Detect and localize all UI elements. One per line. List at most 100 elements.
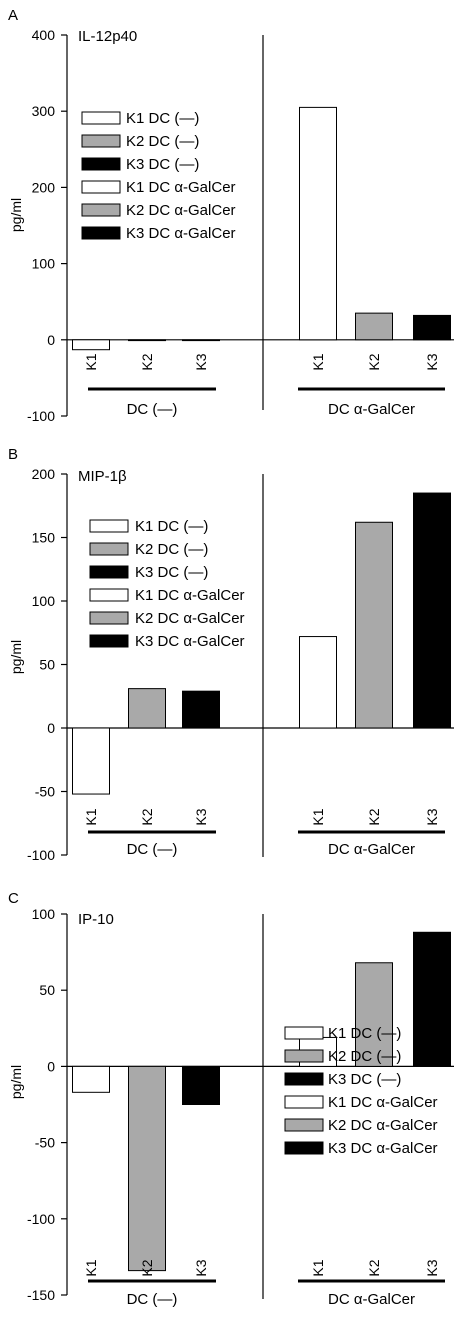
y-axis-label: pg/ml [8,198,24,232]
bar-k3 [182,690,220,729]
legend-entry: K1 DC (—) [135,518,208,535]
bar-k2 [355,312,393,341]
bar-k2 [128,688,166,729]
group-label: DC α-GalCer [328,841,415,858]
category-label: K3 [424,808,440,825]
legend-entry: K3 DC (—) [328,1071,401,1088]
y-tick-label: 100 [32,906,56,922]
legend-swatch [89,565,129,579]
legend-swatch [89,634,129,648]
category-label: K1 [310,353,326,370]
legend-swatch [284,1072,324,1086]
legend: K1 DC (—) K2 DC (—) K3 DC (—) K1 DC α-GalCe… [284,1025,438,1157]
bar-k1 [72,1065,110,1093]
category-label: K3 [193,1259,209,1276]
category-label: K2 [139,808,155,825]
y-tick-label: 0 [47,1058,55,1074]
legend-swatch [81,180,121,194]
legend-entry: K1 DC α-GalCer [135,587,245,604]
bar-k3 [413,492,451,729]
legend-entry: K2 DC α-GalCer [135,610,245,627]
category-label: K1 [83,808,99,825]
group-label: DC (—) [127,841,178,858]
category-label: K2 [139,353,155,370]
y-tick-label: -100 [27,847,55,863]
y-tick-label: 100 [32,256,56,272]
legend-swatch [284,1026,324,1040]
y-tick-label: 150 [32,530,56,546]
legend-entry: K2 DC α-GalCer [328,1117,438,1134]
bar-k3 [182,1065,220,1106]
legend-entry: K1 DC (—) [126,110,199,127]
category-label: K2 [139,1259,155,1276]
y-tick-label: 50 [39,982,55,998]
chart-panel-c: C IP-10 -150 -100 -50 0 50 100 pg/ml K1 K2 K3 DC (—)… [8,890,454,1308]
category-label: K1 [310,1259,326,1276]
legend-entry: K1 DC α-GalCer [328,1094,438,1111]
category-label: K2 [366,353,382,370]
legend-entry: K3 DC (—) [135,564,208,581]
panel-letter: B [8,446,18,463]
legend-swatch [284,1141,324,1155]
group-label: DC α-GalCer [328,401,415,418]
bar-k1 [72,727,110,795]
y-tick-label: -100 [27,408,55,424]
y-tick-label: 200 [32,179,56,195]
panel-letter: A [8,7,18,24]
category-label: K3 [424,353,440,370]
bar-k3 [413,314,451,341]
legend-entry: K2 DC (—) [328,1048,401,1065]
bar-k1 [299,636,337,729]
group-label: DC (—) [127,401,178,418]
y-tick-label: -50 [35,1135,55,1151]
legend-entry: K1 DC α-GalCer [126,179,236,196]
chart-title: MIP-1β [78,468,127,485]
y-tick-label: 300 [32,103,56,119]
category-label: K3 [193,353,209,370]
legend-swatch [81,226,121,240]
legend-swatch [81,111,121,125]
legend-swatch [89,519,129,533]
legend-entry: K1 DC (—) [328,1025,401,1042]
category-label: K1 [83,353,99,370]
chart-title: IL-12p40 [78,28,137,45]
bar-k3 [413,931,451,1067]
bar-k1 [72,339,110,351]
group-label: DC α-GalCer [328,1291,415,1308]
y-tick-label: 400 [32,27,56,43]
bar-k3 [182,339,220,342]
legend-swatch [89,611,129,625]
y-tick-label: 100 [32,593,56,609]
y-axis-label: pg/ml [8,1065,24,1099]
bar-k2 [355,962,393,1067]
y-tick-label: 200 [32,466,56,482]
bar-k2 [128,339,166,342]
y-tick-label: 0 [47,720,55,736]
legend-swatch [284,1049,324,1063]
y-tick-label: -100 [27,1211,55,1227]
legend-swatch [81,203,121,217]
legend-entry: K3 DC (—) [126,156,199,173]
legend-swatch [81,134,121,148]
legend-swatch [89,542,129,556]
legend-entry: K3 DC α-GalCer [135,633,245,650]
legend: K1 DC (—) K2 DC (—) K3 DC (—) K1 DC α-GalCe… [89,518,245,650]
category-label: K2 [366,1259,382,1276]
category-label: K3 [424,1259,440,1276]
legend-entry: K3 DC α-GalCer [328,1140,438,1157]
chart-title: IP-10 [78,911,114,928]
group-label: DC (—) [127,1291,178,1308]
legend-swatch [284,1118,324,1132]
legend-entry: K2 DC (—) [135,541,208,558]
y-tick-label: 0 [47,332,55,348]
bar-k1 [299,106,337,341]
y-tick-label: -50 [35,784,55,800]
legend-entry: K2 DC (—) [126,133,199,150]
y-axis-label: pg/ml [8,640,24,674]
category-label: K1 [310,808,326,825]
legend-swatch [89,588,129,602]
bar-k2 [355,521,393,729]
bar-k2 [128,1065,166,1272]
y-tick-label: 50 [39,657,55,673]
